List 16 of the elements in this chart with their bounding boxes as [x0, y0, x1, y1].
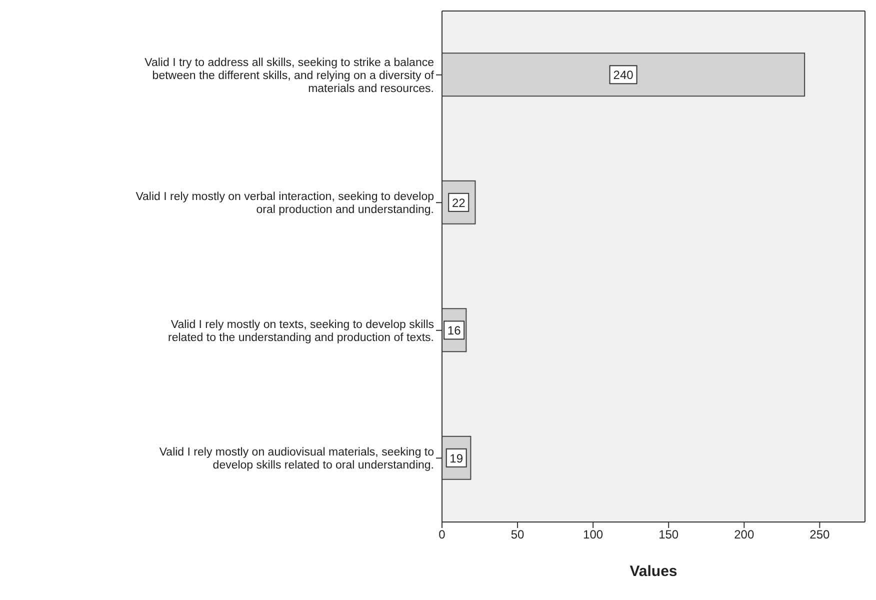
x-tick-label: 150 — [658, 528, 679, 542]
data-label: 16 — [447, 324, 462, 338]
x-axis-title: Values — [630, 563, 678, 580]
y-tick-label: Valid I rely mostly on audiovisual materials, seeking to develop skills related to oral understanding. — [159, 446, 434, 472]
x-tick-label: 250 — [810, 528, 830, 542]
data-label: 22 — [452, 196, 466, 210]
bar — [442, 52, 806, 97]
x-tick-label: 50 — [510, 528, 525, 542]
data-label: 240 — [613, 68, 634, 82]
x-tick-label: 200 — [734, 528, 754, 542]
x-tick-label: 0 — [438, 528, 446, 542]
data-label: 19 — [450, 451, 464, 466]
y-tick-label: Valid I rely mostly on verbal interaction, seeking to develop oral production and understanding. — [136, 191, 434, 216]
y-tick-label: Valid I try to address all skills, seeking to strike a balance between the different skills, and relying on a diversity of materials and resources. — [144, 56, 435, 95]
y-tick-label: Valid I rely mostly on texts, seeking to develop skills related to the understanding and production of texts. — [168, 318, 434, 344]
x-tick-label: 100 — [583, 528, 604, 542]
